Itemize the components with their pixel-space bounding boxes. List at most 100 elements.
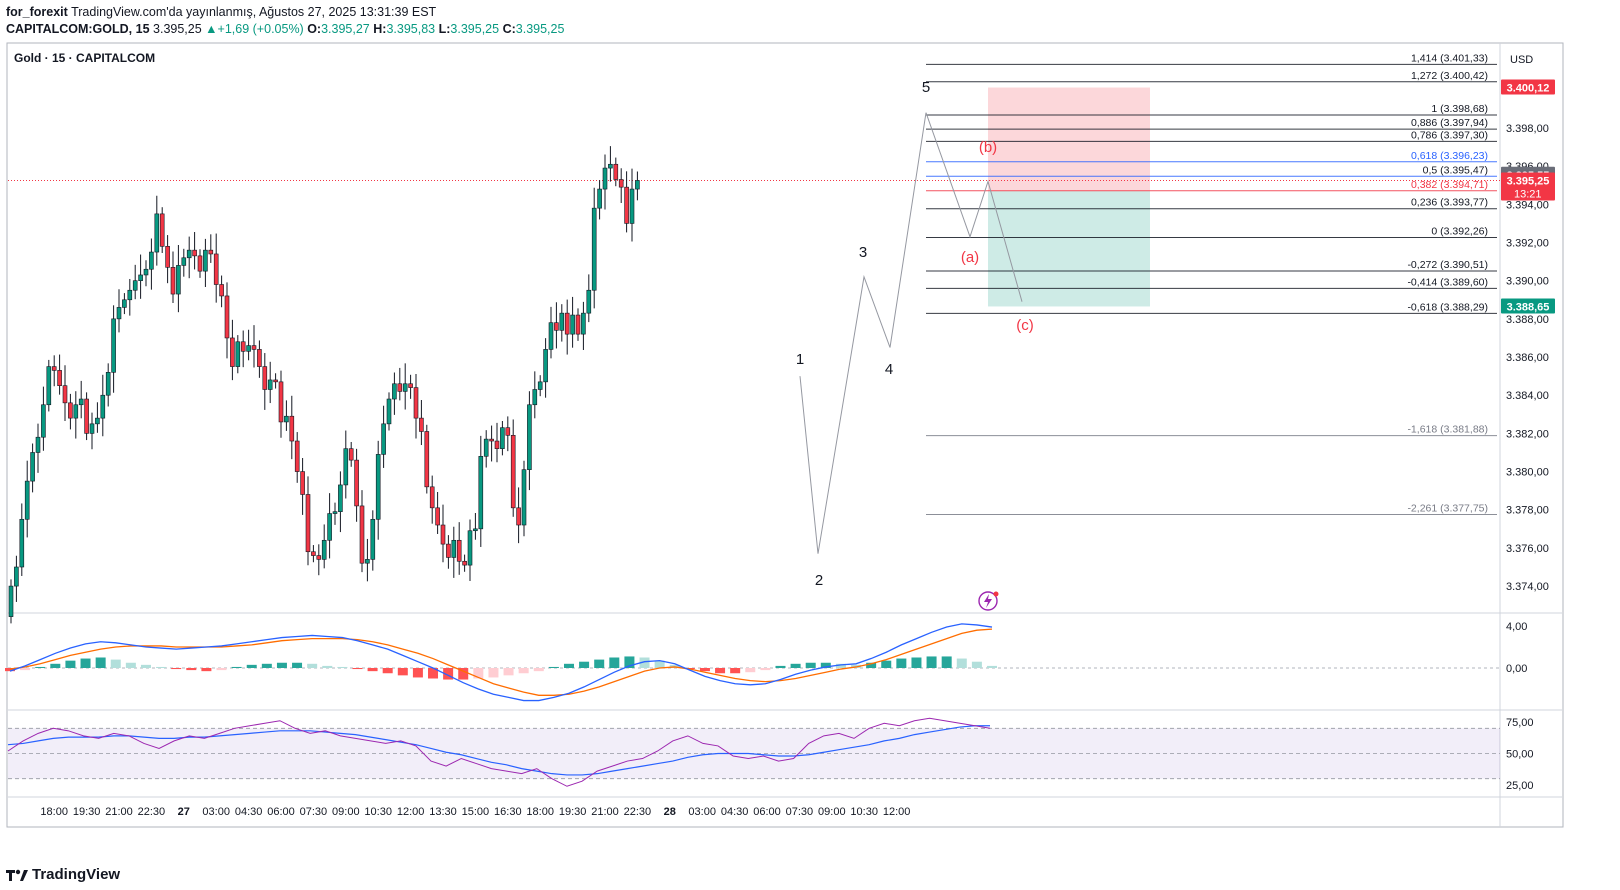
candle[interactable] <box>435 507 440 526</box>
candle[interactable] <box>370 518 376 560</box>
candle[interactable] <box>235 341 241 367</box>
candle[interactable] <box>89 423 95 434</box>
candle[interactable] <box>300 471 305 495</box>
publisher-name[interactable]: for_forexit <box>6 5 68 19</box>
candle[interactable] <box>111 318 116 373</box>
candle[interactable] <box>386 398 392 425</box>
candle[interactable] <box>348 448 354 461</box>
take-profit-zone[interactable] <box>988 190 1150 307</box>
candle[interactable] <box>510 435 516 509</box>
candle[interactable] <box>635 180 640 190</box>
candle[interactable] <box>381 423 386 455</box>
candle[interactable] <box>289 415 295 442</box>
candle[interactable] <box>208 249 214 255</box>
candle[interactable] <box>586 289 592 314</box>
candle[interactable] <box>30 452 35 482</box>
candle[interactable] <box>462 560 467 566</box>
elliott-wave-path[interactable] <box>799 112 1023 554</box>
candle[interactable] <box>14 566 19 587</box>
candle[interactable] <box>68 402 73 419</box>
candle[interactable] <box>397 383 403 392</box>
candle[interactable] <box>51 366 57 371</box>
candle[interactable] <box>543 349 548 383</box>
candle[interactable] <box>294 440 300 472</box>
candle[interactable] <box>149 251 154 270</box>
candle[interactable] <box>570 314 575 335</box>
candle[interactable] <box>170 267 176 295</box>
candle[interactable] <box>473 528 478 532</box>
candle[interactable] <box>24 480 30 520</box>
candle[interactable] <box>138 274 143 281</box>
candle[interactable] <box>78 398 84 406</box>
candle[interactable] <box>159 213 165 247</box>
candle[interactable] <box>230 337 235 367</box>
candle[interactable] <box>365 559 370 564</box>
candle[interactable] <box>554 322 559 331</box>
candle[interactable] <box>608 163 613 169</box>
candle[interactable] <box>429 486 435 509</box>
candle[interactable] <box>483 438 489 457</box>
candle[interactable] <box>273 379 278 383</box>
candle[interactable] <box>41 404 46 438</box>
candle[interactable] <box>419 417 424 432</box>
candle[interactable] <box>559 312 565 331</box>
candle[interactable] <box>240 341 246 352</box>
candle[interactable] <box>618 179 624 188</box>
candle[interactable] <box>8 585 14 617</box>
candle[interactable] <box>402 383 408 392</box>
candle[interactable] <box>46 366 52 406</box>
candle[interactable] <box>57 370 62 386</box>
candle[interactable] <box>424 431 430 488</box>
candle[interactable] <box>197 255 203 272</box>
candle[interactable] <box>359 505 365 564</box>
candle[interactable] <box>375 454 381 520</box>
candle[interactable] <box>176 265 181 295</box>
candle[interactable] <box>392 383 397 400</box>
candle[interactable] <box>262 366 268 390</box>
candle[interactable] <box>305 494 311 553</box>
candle[interactable] <box>127 289 133 301</box>
candle[interactable] <box>354 459 359 507</box>
candle[interactable] <box>321 539 327 560</box>
candle[interactable] <box>597 188 602 209</box>
candle[interactable] <box>581 312 586 335</box>
candle[interactable] <box>116 307 122 320</box>
candle[interactable] <box>62 385 68 404</box>
candle[interactable] <box>440 524 446 545</box>
candle[interactable] <box>165 246 170 268</box>
candle[interactable] <box>489 438 494 442</box>
candle[interactable] <box>446 543 451 558</box>
candle[interactable] <box>327 513 332 541</box>
candle[interactable] <box>35 436 41 453</box>
candle[interactable] <box>548 322 554 350</box>
candle[interactable] <box>467 530 473 566</box>
stop-loss-zone[interactable] <box>988 87 1150 191</box>
candle[interactable] <box>19 518 25 568</box>
candle[interactable] <box>267 379 273 390</box>
candle[interactable] <box>181 257 187 266</box>
candle[interactable] <box>494 440 500 449</box>
candle[interactable] <box>278 381 284 423</box>
candle[interactable] <box>408 383 413 388</box>
candle[interactable] <box>575 314 581 335</box>
candle[interactable] <box>100 394 106 419</box>
candle[interactable] <box>564 312 570 335</box>
candle[interactable] <box>251 345 257 350</box>
candle[interactable] <box>246 345 251 352</box>
candle[interactable] <box>311 551 316 556</box>
candle[interactable] <box>505 427 511 436</box>
candle[interactable] <box>613 163 619 180</box>
candle[interactable] <box>478 455 484 530</box>
candle[interactable] <box>624 186 629 224</box>
candle[interactable] <box>203 249 208 272</box>
candle[interactable] <box>192 249 197 257</box>
candle[interactable] <box>591 207 597 291</box>
candle[interactable] <box>132 280 138 291</box>
candle[interactable] <box>154 213 160 253</box>
candle[interactable] <box>143 268 149 276</box>
candle[interactable] <box>316 555 322 560</box>
candle[interactable] <box>516 507 521 526</box>
candle[interactable] <box>73 404 79 419</box>
candle[interactable] <box>186 249 192 259</box>
